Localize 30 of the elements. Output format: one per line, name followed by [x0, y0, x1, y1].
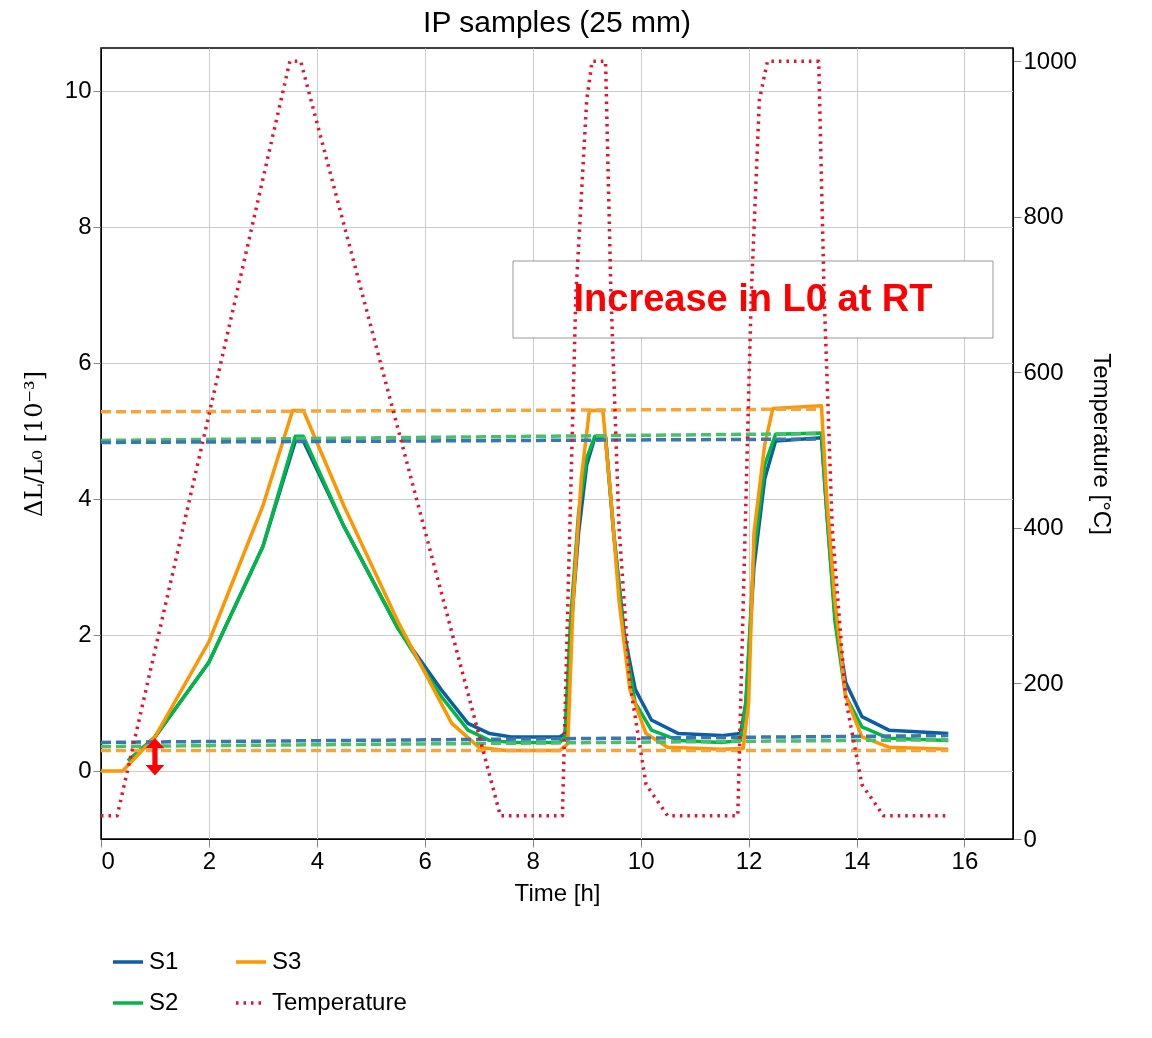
y-tick-label: 2: [78, 620, 92, 648]
x-tick-label: 4: [310, 846, 325, 874]
x-tick-label: 10: [627, 846, 655, 874]
x-tick-label: 8: [526, 846, 540, 874]
x-tick-label: 2: [202, 846, 217, 874]
x-axis-title: Time [h]: [514, 878, 601, 906]
y2-tick-label: 0: [1023, 824, 1037, 852]
chart-title: IP samples (25 mm): [423, 5, 691, 38]
y2-tick-label: 800: [1023, 202, 1064, 230]
x-tick-label: 12: [735, 846, 763, 874]
y2-tick-label: 400: [1023, 513, 1064, 541]
y-tick-label: 10: [64, 76, 92, 104]
y2-axis-title: Temperature [°C]: [1088, 353, 1116, 535]
y-tick-label: 0: [78, 756, 92, 784]
x-tick-label: 16: [951, 846, 979, 874]
y-axis-title: ΔL/L₀ [10⁻³]: [19, 370, 48, 518]
y-tick-label: 6: [78, 348, 92, 376]
y-tick-label: 4: [78, 484, 92, 512]
legend-label: S3: [272, 947, 302, 974]
legend-label: S2: [149, 988, 179, 1015]
y-tick-label: 8: [78, 212, 92, 240]
x-tick-label: 0: [101, 846, 115, 874]
y2-tick-label: 600: [1023, 357, 1064, 385]
annotation: Increase in L0 at RT: [573, 277, 933, 319]
y2-tick-label: 200: [1023, 668, 1064, 696]
legend-label: S1: [149, 947, 179, 974]
legend-label: Temperature: [272, 988, 407, 1015]
x-tick-label: 14: [843, 846, 871, 874]
y2-tick-label: 1000: [1023, 46, 1077, 74]
x-tick-label: 6: [418, 846, 432, 874]
